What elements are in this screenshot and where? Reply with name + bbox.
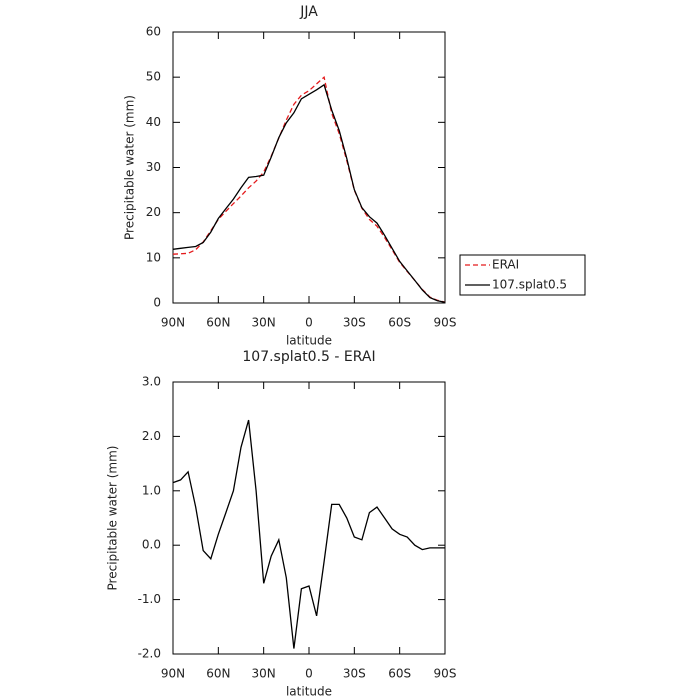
x-tick-label: 60S (388, 316, 411, 330)
x-tick-label: 90S (434, 316, 457, 330)
y-axis-label: Precipitable water (mm) (106, 446, 120, 591)
x-tick-label: 30S (343, 667, 366, 681)
y-tick-label: 1.0 (142, 483, 161, 497)
y-tick-label: -1.0 (138, 592, 161, 606)
y-tick-label: 0 (153, 296, 161, 310)
x-tick-label: 60N (206, 667, 230, 681)
x-tick-label: 90N (161, 667, 185, 681)
x-tick-label: 90N (161, 316, 185, 330)
legend-box (459, 254, 586, 296)
chart-title: 107.splat0.5 - ERAI (242, 349, 375, 365)
y-tick-label: -2.0 (138, 647, 161, 661)
y-tick-label: 2.0 (142, 429, 161, 443)
y-tick-label: 50 (146, 70, 161, 84)
y-tick-label: 10 (146, 250, 161, 264)
x-tick-label: 90S (434, 667, 457, 681)
y-tick-label: 0.0 (142, 538, 161, 552)
y-tick-label: 3.0 (142, 375, 161, 389)
plot-frame (172, 381, 446, 655)
x-tick-label: 30N (252, 316, 276, 330)
x-tick-label: 30N (252, 667, 276, 681)
y-tick-label: 30 (146, 160, 161, 174)
x-tick-label: 0 (305, 316, 313, 330)
y-tick-label: 20 (146, 205, 161, 219)
y-axis-label: Precipitable water (mm) (123, 95, 137, 240)
x-tick-label: 60N (206, 316, 230, 330)
plot-frame (172, 31, 446, 304)
legend-label: ERAI (492, 258, 519, 272)
data-line (172, 75, 446, 303)
x-tick-label: 0 (305, 667, 313, 681)
data-line (172, 419, 445, 649)
x-tick-label: 60S (388, 667, 411, 681)
x-axis-label: latitude (286, 685, 332, 699)
x-axis-label: latitude (286, 334, 332, 348)
legend-label: 107.splat0.5 (492, 278, 567, 292)
data-line (172, 83, 446, 303)
y-tick-label: 60 (146, 25, 161, 39)
x-tick-label: 30S (343, 316, 366, 330)
y-tick-label: 40 (146, 115, 161, 129)
chart-title: JJA (299, 4, 318, 20)
